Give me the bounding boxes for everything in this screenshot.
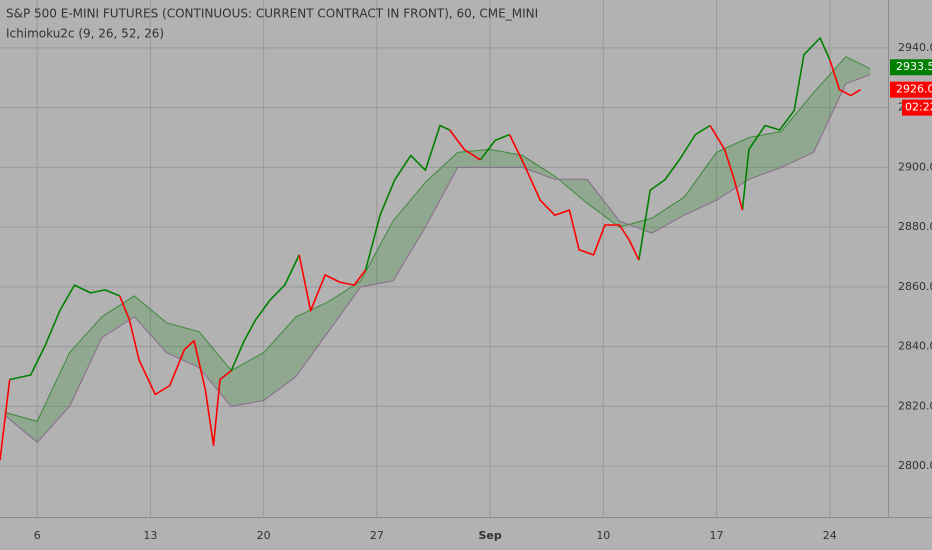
plot [0, 37, 871, 461]
span-b [4, 74, 871, 443]
span-a [4, 56, 871, 422]
grid [0, 0, 888, 517]
x-tick-label: 20 [257, 529, 271, 542]
x-tick-label: 24 [823, 529, 837, 542]
y-tick-label: 2820.00 [898, 399, 932, 412]
x-tick-label: 10 [596, 529, 610, 542]
y-tick-label: 2880.00 [898, 220, 932, 233]
y-tick-label: 2860.00 [898, 280, 932, 293]
y-tick-label: 2940.00 [898, 41, 932, 54]
y-tick-label: 2900.00 [898, 160, 932, 173]
price-line [0, 59, 861, 461]
price-tag [890, 59, 932, 76]
price-tag-label: 2933.50 [896, 60, 932, 73]
x-tick-label: Sep [478, 529, 501, 542]
axes: 2800.00 2820.00 2840.00 2860.00 2880.00 2900.… [34, 41, 932, 542]
price-tag [890, 81, 932, 98]
x-tick-label: 27 [370, 529, 384, 542]
y-tick-label: 2800.00 [898, 459, 932, 472]
x-tick-label: 17 [710, 529, 724, 542]
price-tag-label: 2926.00 [896, 83, 932, 96]
price-line [9, 37, 831, 381]
x-tick-label: 13 [143, 529, 157, 542]
indicator-label: Ichimoku2c (9, 26, 52, 26) [6, 27, 164, 41]
chart-title: S&P 500 E-MINI FUTURES (CONTINUOUS: CURR… [6, 7, 538, 21]
countdown-label: 02:22 [905, 101, 932, 114]
x-tick-label: 6 [34, 529, 41, 542]
countdown-box [902, 99, 932, 116]
y-tick-label: 2840.00 [898, 340, 932, 353]
